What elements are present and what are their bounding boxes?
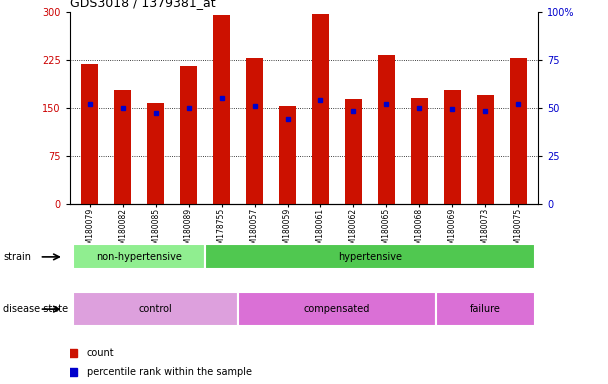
- Bar: [238, 292, 436, 326]
- Bar: [444, 89, 461, 204]
- Bar: [411, 98, 427, 204]
- Text: compensated: compensated: [304, 304, 370, 314]
- Bar: [181, 66, 197, 204]
- Bar: [279, 106, 295, 204]
- Bar: [205, 245, 535, 269]
- Bar: [345, 99, 362, 204]
- Text: percentile rank within the sample: percentile rank within the sample: [87, 367, 252, 377]
- Bar: [436, 292, 535, 326]
- Bar: [73, 292, 238, 326]
- Bar: [510, 58, 527, 204]
- Bar: [246, 58, 263, 204]
- Bar: [73, 245, 205, 269]
- Bar: [147, 103, 164, 204]
- Text: strain: strain: [3, 252, 31, 262]
- Text: control: control: [139, 304, 173, 314]
- Bar: [81, 64, 98, 204]
- Bar: [313, 14, 329, 204]
- Text: hypertensive: hypertensive: [338, 252, 402, 262]
- Text: GDS3018 / 1379381_at: GDS3018 / 1379381_at: [70, 0, 216, 9]
- Text: non-hypertensive: non-hypertensive: [96, 252, 182, 262]
- Bar: [477, 95, 494, 204]
- Bar: [213, 15, 230, 204]
- Text: disease state: disease state: [3, 304, 68, 314]
- Text: failure: failure: [470, 304, 501, 314]
- Bar: [114, 89, 131, 204]
- Bar: [378, 55, 395, 204]
- Text: count: count: [87, 348, 114, 358]
